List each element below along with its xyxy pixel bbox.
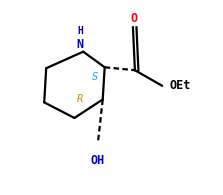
Text: O: O	[131, 12, 138, 25]
Text: OH: OH	[91, 154, 105, 167]
Text: R: R	[77, 94, 83, 105]
Text: N: N	[77, 38, 84, 51]
Text: S: S	[92, 72, 98, 82]
Text: H: H	[77, 26, 83, 36]
Text: OEt: OEt	[170, 79, 191, 92]
